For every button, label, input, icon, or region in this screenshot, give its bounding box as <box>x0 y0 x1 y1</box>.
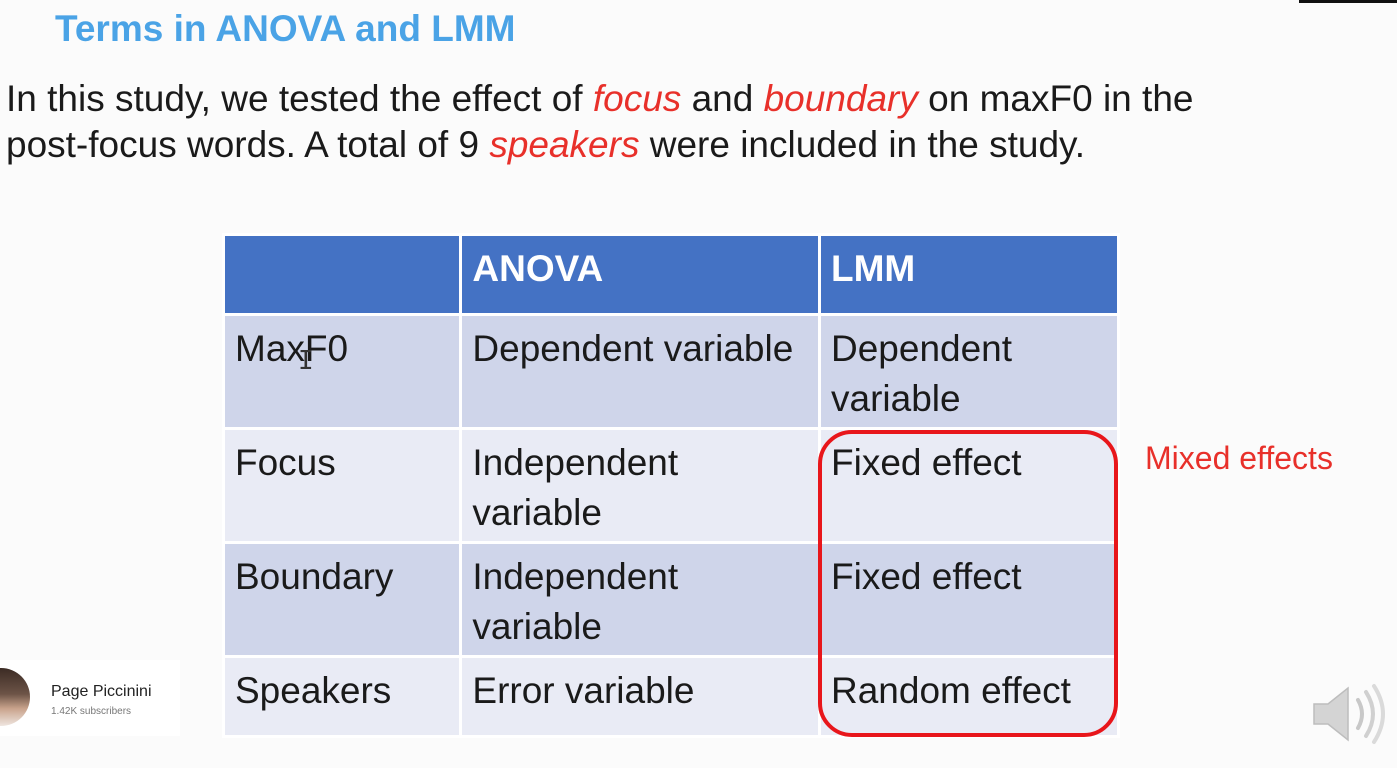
mixed-effects-highlight <box>818 430 1118 737</box>
subscriber-count: 1.42K subscribers <box>51 706 132 717</box>
row-anova: Error variable <box>459 655 821 738</box>
text-cursor-icon: I <box>298 346 314 376</box>
header-cell-blank <box>221 233 463 316</box>
intro-emphasis-boundary: boundary <box>763 78 918 119</box>
header-cell-anova: ANOVA <box>459 233 821 316</box>
table-row: Speakers Error variable Random effect <box>221 655 1120 738</box>
avatar[interactable] <box>0 668 30 726</box>
row-term: Focus <box>221 427 463 544</box>
volume-speaker-icon[interactable] <box>1308 682 1388 746</box>
table-header-row: ANOVA LMM <box>221 233 1120 316</box>
slide-title: Terms in ANOVA and LMM <box>55 8 516 49</box>
channel-watermark[interactable]: Page Piccinini 1.42K subscribers <box>0 660 180 736</box>
row-lmm: Fixed effect <box>818 427 1120 544</box>
row-term: Boundary <box>221 541 463 658</box>
top-corner-line <box>1299 0 1397 3</box>
row-anova: Dependent variable <box>459 313 821 430</box>
intro-part: In this study, we tested the effect of <box>6 78 593 119</box>
intro-emphasis-speakers: speakers <box>489 124 640 165</box>
table-row: MaxF0 Dependent variable Dependent varia… <box>221 313 1120 430</box>
intro-text: In this study, we tested the effect of f… <box>6 76 1193 168</box>
intro-part: and <box>681 78 764 119</box>
intro-part: on maxF0 in the <box>917 78 1194 119</box>
row-term: MaxF0 <box>221 313 463 430</box>
intro-part: were included in the study. <box>639 124 1086 165</box>
intro-part: post-focus words. A total of 9 <box>6 124 490 165</box>
terms-table: ANOVA LMM MaxF0 Dependent variable Depen… <box>221 233 1120 738</box>
row-anova: Independent variable <box>459 541 821 658</box>
row-anova: Independent variable <box>459 427 821 544</box>
channel-name[interactable]: Page Piccinini <box>51 683 152 700</box>
row-term: Speakers <box>221 655 463 738</box>
mixed-effects-label: Mixed effects <box>1145 440 1333 476</box>
row-lmm: Dependent variable <box>818 313 1120 430</box>
header-cell-lmm: LMM <box>818 233 1120 316</box>
table-row: Focus Independent variable Fixed effect <box>221 427 1120 544</box>
intro-emphasis-focus: focus <box>592 78 682 119</box>
